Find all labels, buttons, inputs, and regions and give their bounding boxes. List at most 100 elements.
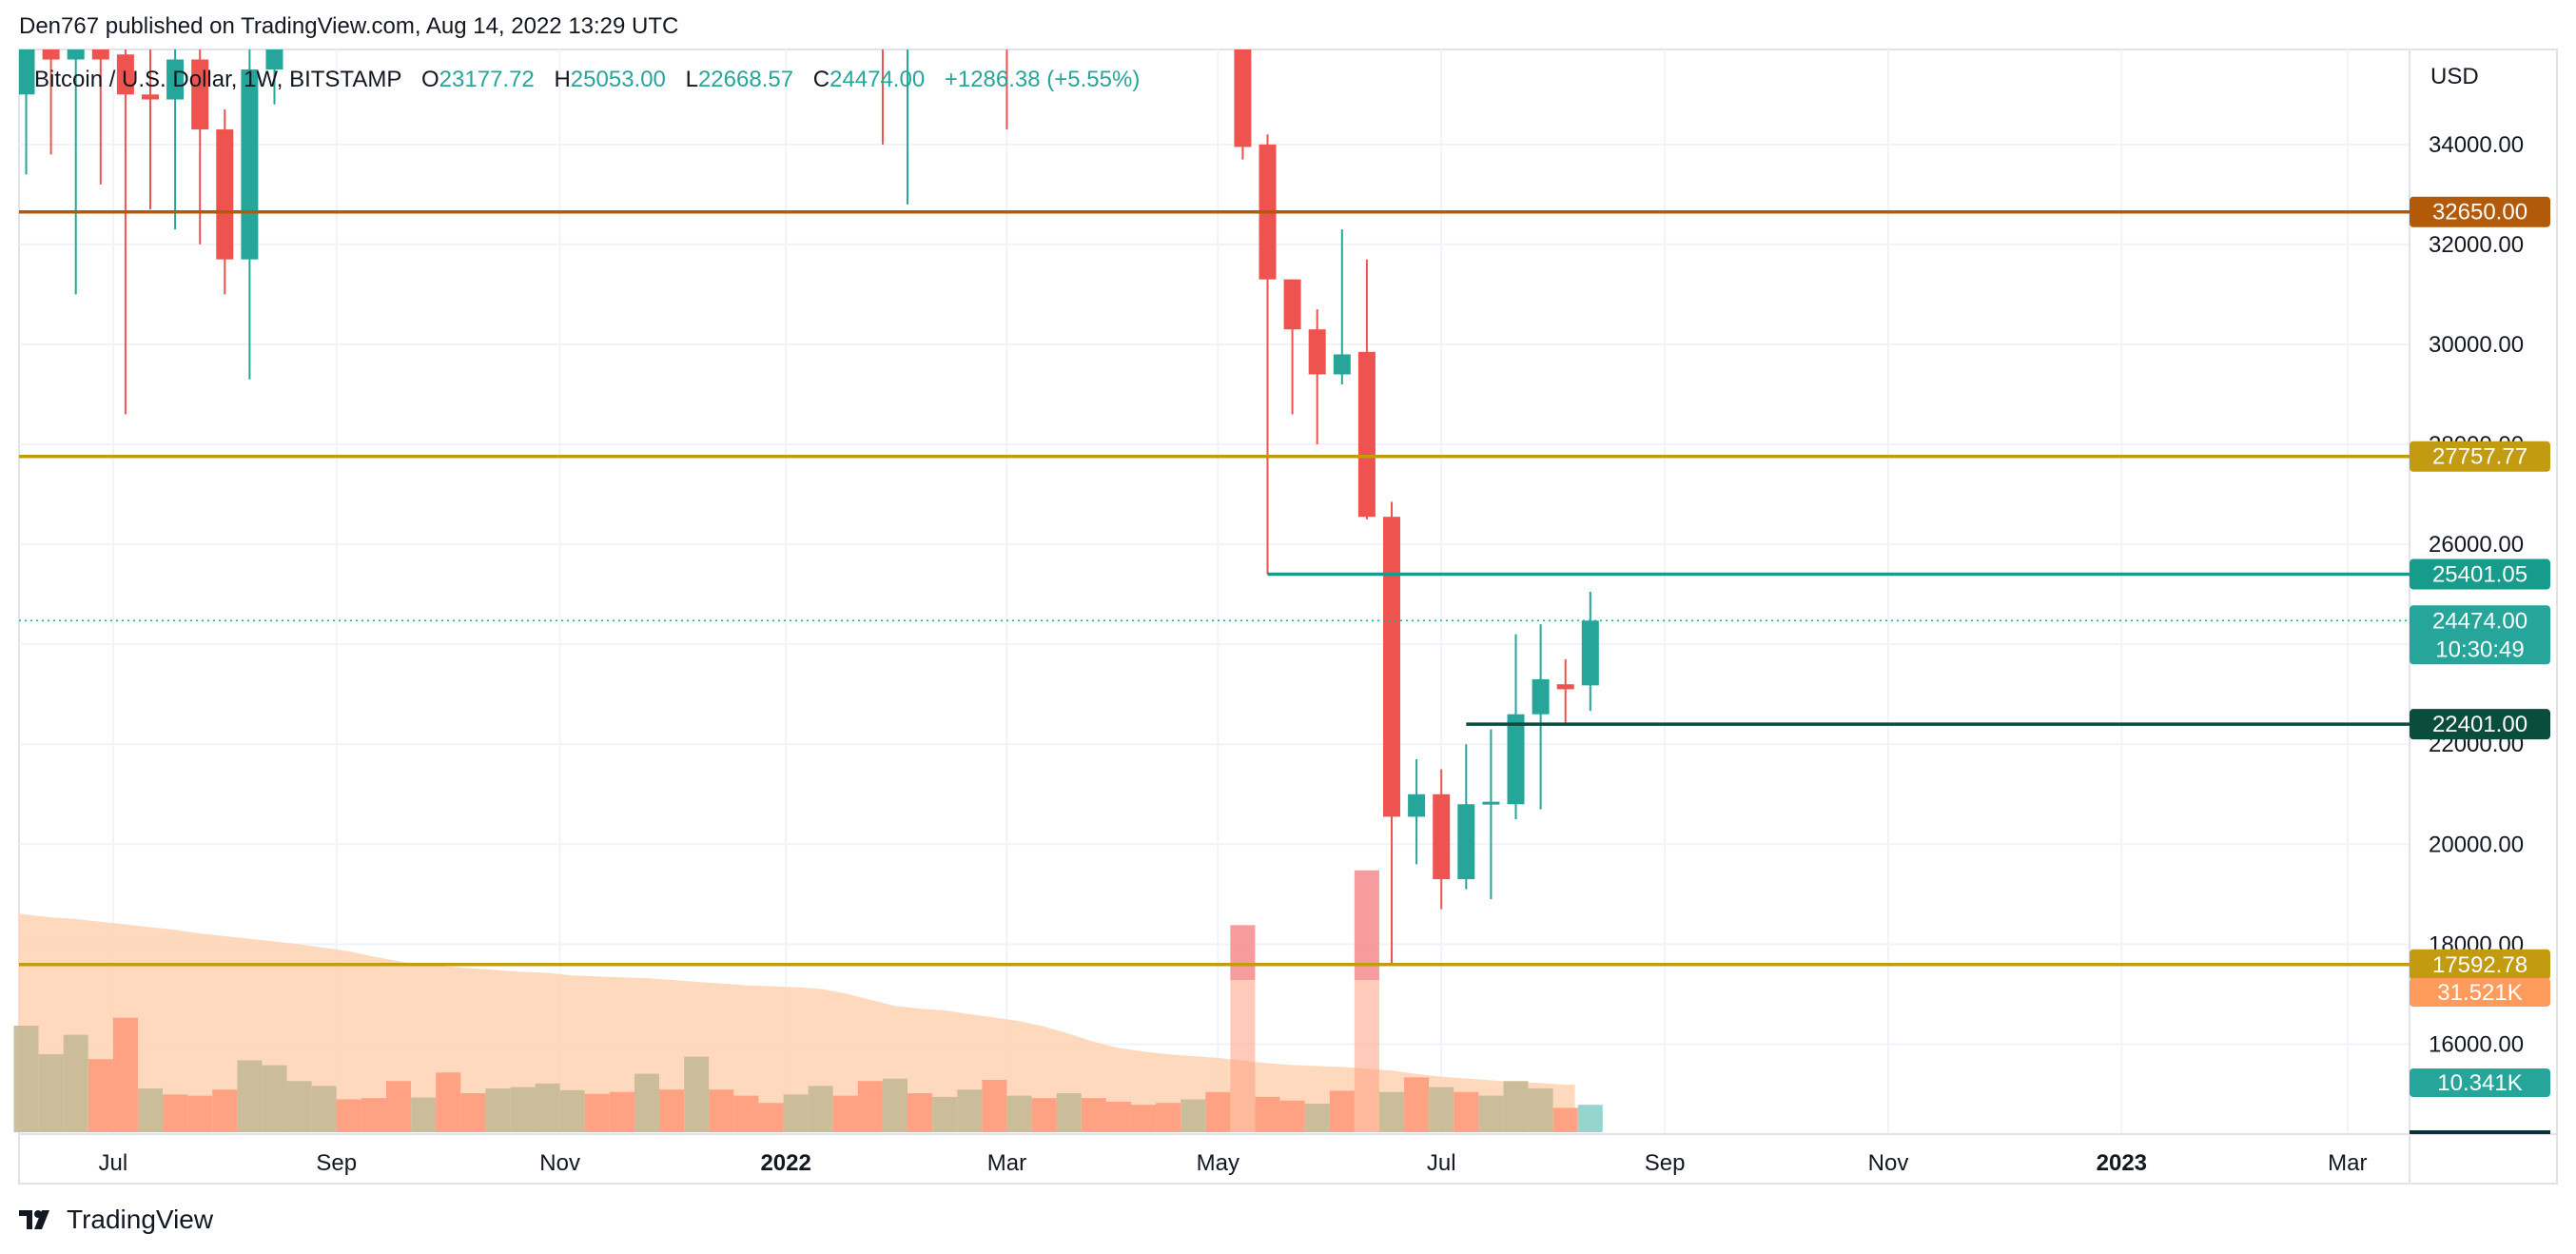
volume-bar	[386, 1081, 411, 1132]
volume-bar	[1528, 1087, 1553, 1132]
volume-bar	[634, 1073, 659, 1132]
candle-body	[1234, 49, 1252, 147]
level-price-badge: 32650.00	[2432, 200, 2527, 225]
time-tick-label: May	[1197, 1150, 1239, 1176]
volume-bar	[709, 1089, 734, 1132]
candle-body	[1308, 329, 1326, 375]
high-label: H	[554, 67, 571, 92]
candle-body	[1408, 794, 1426, 817]
volume-bar	[1081, 1098, 1106, 1132]
level-price-badge-bg	[2410, 558, 2550, 590]
volume-bar	[1006, 1095, 1032, 1132]
change-value: +1286.38 (+5.55%)	[944, 67, 1141, 92]
candle	[1333, 229, 1351, 384]
time-tick-label: Nov	[539, 1150, 580, 1176]
last-price-badge-bg	[2410, 605, 2550, 665]
candle-body	[1433, 794, 1451, 880]
volume-bar	[510, 1087, 536, 1132]
candle-body	[67, 49, 85, 60]
candle-body	[91, 49, 109, 60]
candle	[1308, 309, 1326, 445]
candle	[1283, 279, 1301, 415]
volume-bar	[1181, 1099, 1206, 1132]
volume-moving-average	[19, 913, 1575, 1132]
time-tick-label: 2022	[760, 1150, 810, 1176]
level-price-badge-bg	[2410, 441, 2550, 472]
level-price-badge: 17592.78	[2432, 952, 2527, 978]
price-tick-label: 32000.00	[2429, 232, 2524, 258]
candle-body	[1507, 714, 1525, 805]
volume-bar	[982, 1079, 1007, 1132]
volume-bar	[411, 1097, 437, 1132]
candle-body	[265, 49, 283, 70]
volume-bar	[1503, 1081, 1529, 1132]
volume-bar	[808, 1086, 833, 1132]
candle-body	[142, 94, 159, 100]
candle-body	[241, 69, 259, 260]
time-tick-label: Mar	[987, 1150, 1026, 1176]
close-value: 24474.00	[829, 67, 926, 92]
time-tick-label: Jul	[1427, 1150, 1456, 1176]
volume-bar	[212, 1089, 238, 1132]
volume-bar	[609, 1091, 634, 1132]
candle	[142, 49, 159, 210]
volume-bar	[237, 1060, 263, 1132]
candle	[19, 49, 35, 175]
volume-bar	[361, 1098, 386, 1132]
time-axis: Jul Sep Nov 2022 Mar May Jul Sep Nov 2023 Mar	[99, 1150, 2368, 1176]
volume-bar	[262, 1065, 287, 1132]
volume-bar	[1329, 1090, 1355, 1132]
candle	[216, 109, 234, 295]
candle	[1581, 591, 1599, 712]
volume-bar	[783, 1094, 809, 1132]
axis-bottom-marker	[2410, 1130, 2550, 1134]
volume-badge-bg	[2410, 1068, 2550, 1097]
price-axis: USD16000.0018000.0020000.0022000.0024000…	[2410, 64, 2550, 1134]
level-price-badge-bg	[2410, 196, 2550, 227]
tradingview-logo[interactable]: TradingView	[19, 1205, 213, 1235]
currency-label: USD	[2430, 64, 2479, 89]
volume-bar	[13, 1026, 39, 1132]
low-value: 22668.57	[697, 67, 794, 92]
volume-bar	[1404, 1077, 1430, 1132]
chart-frame	[18, 49, 2558, 1185]
volume-bar	[187, 1095, 213, 1132]
volume-bar	[436, 1072, 461, 1132]
countdown-badge: 10:30:49	[2435, 637, 2524, 662]
volume-bar	[907, 1093, 933, 1132]
time-tick-label: Jul	[99, 1150, 128, 1176]
level-price-badge-bg	[2410, 709, 2550, 740]
volume-bar	[857, 1081, 883, 1132]
candle-body	[1482, 801, 1500, 805]
volume-bar	[38, 1054, 64, 1132]
price-tick-label: 34000.00	[2429, 132, 2524, 158]
candle	[116, 49, 134, 415]
volume-bar	[163, 1094, 188, 1132]
candle-body	[42, 49, 60, 60]
candle	[42, 49, 60, 155]
candle	[1357, 259, 1376, 519]
close-label: C	[812, 67, 830, 92]
volume-bar	[88, 1059, 113, 1132]
volume-ma-area	[19, 913, 1575, 1132]
symbol-legend: Bitcoin / U.S. Dollar, 1W, BITSTAMP O231…	[34, 67, 1153, 93]
candle-body	[1457, 804, 1475, 880]
volume-bar	[957, 1089, 983, 1132]
candle	[1556, 658, 1574, 725]
volume-bar	[883, 1078, 907, 1132]
open-value: 23177.72	[439, 67, 535, 92]
volume-bar	[460, 1093, 486, 1132]
time-tick-label: Nov	[1868, 1150, 1909, 1176]
volume-bar	[659, 1089, 685, 1132]
candle-body	[19, 49, 35, 95]
candle	[1234, 49, 1252, 160]
published-by-line: Den767 published on TradingView.com, Aug…	[19, 13, 679, 39]
candle-body	[1556, 684, 1574, 690]
volume-bar	[1379, 1091, 1404, 1132]
volume-bar	[559, 1089, 585, 1132]
volume-bar	[63, 1034, 88, 1132]
candle	[91, 49, 109, 185]
time-tick-label: Sep	[316, 1150, 357, 1176]
candle-body	[116, 54, 134, 95]
